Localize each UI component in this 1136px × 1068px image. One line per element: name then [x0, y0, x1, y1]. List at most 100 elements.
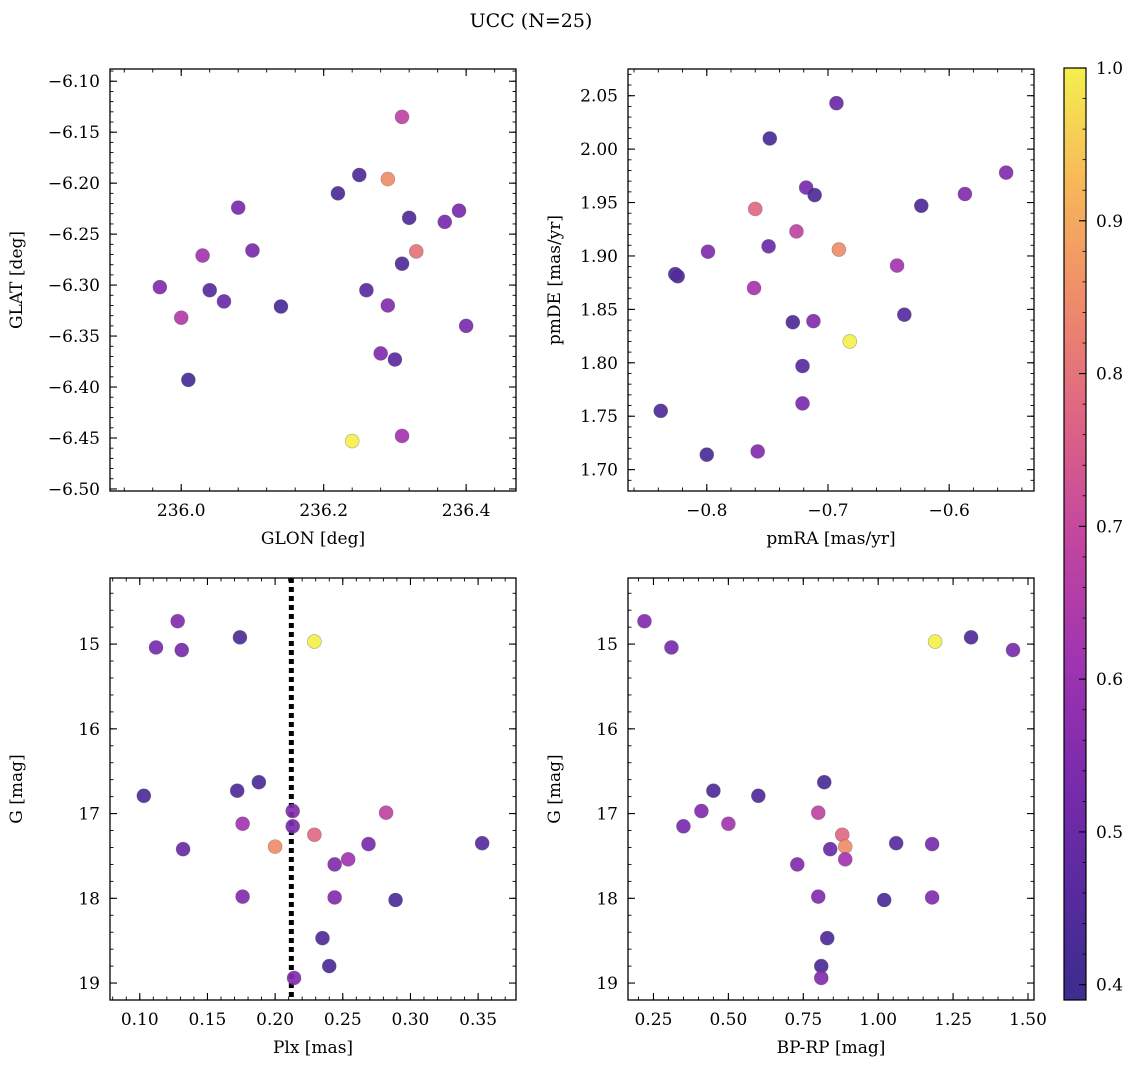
data-point — [927, 634, 943, 649]
y-tick-label: −6.30 — [48, 276, 100, 296]
data-point — [750, 444, 765, 459]
data-point — [273, 299, 289, 314]
data-point — [152, 279, 168, 295]
data-point — [195, 248, 210, 263]
data-point — [394, 428, 410, 444]
data-point — [822, 841, 838, 857]
data-point — [721, 816, 736, 832]
data-point — [888, 835, 904, 851]
data-point — [388, 892, 403, 908]
data-point — [451, 203, 467, 218]
data-point — [344, 433, 360, 449]
data-point — [380, 171, 396, 187]
y-tick-label: 1.75 — [580, 407, 618, 427]
y-tick-label: 2.05 — [580, 87, 618, 107]
data-point — [837, 852, 853, 867]
data-point — [245, 243, 260, 258]
data-point — [746, 280, 762, 296]
y-tick-label: −6.10 — [48, 72, 100, 92]
x-tick-label: 236.4 — [442, 501, 491, 521]
colorbar-tick-label: 0.9 — [1096, 212, 1123, 232]
y-tick-label: 2.00 — [580, 140, 618, 160]
colorbar: 0.4 0.5 0.6 0.7 0.8 0.9 1.0 — [1063, 59, 1123, 1001]
data-point — [351, 167, 367, 183]
data-point — [175, 841, 191, 857]
y-tick-label: −6.25 — [48, 225, 100, 245]
x-axis-label: pmRA [mas/yr] — [766, 529, 895, 549]
data-point — [637, 613, 652, 629]
data-point — [327, 890, 342, 905]
data-point — [340, 852, 356, 867]
data-point — [359, 282, 374, 298]
data-point — [307, 827, 322, 843]
y-tick-label: 1.90 — [580, 247, 618, 267]
data-point — [307, 634, 322, 649]
scatter-panel-2: −0.8 −0.7 −0.6 1.70 1.75 1.80 1.85 1.90 1.95 2.00… — [545, 68, 1035, 549]
data-point — [230, 200, 246, 215]
data-point — [700, 244, 716, 259]
y-tick-label: 15 — [78, 635, 100, 655]
data-point — [286, 970, 302, 986]
data-point — [795, 396, 810, 411]
x-axis-label: GLON [deg] — [261, 529, 365, 549]
data-point — [676, 818, 691, 834]
data-point — [1005, 642, 1021, 658]
y-tick-label: 1.70 — [580, 461, 618, 481]
data-point — [957, 186, 973, 202]
data-point — [148, 640, 164, 655]
data-point — [170, 613, 185, 629]
data-point — [795, 358, 810, 374]
data-point — [819, 930, 835, 946]
y-tick-label: 17 — [596, 805, 618, 825]
y-axis-label: G [mag] — [7, 754, 27, 823]
data-point — [181, 372, 196, 388]
y-tick-label: −6.35 — [48, 327, 100, 347]
plot-frame — [627, 577, 1035, 1001]
data-point — [816, 774, 832, 790]
data-point — [653, 403, 669, 419]
scatter-panel-3: 0.10 0.15 0.20 0.25 0.30 0.35 15 16 17 18 19 Plx [m… — [7, 577, 517, 1058]
y-tick-label: −6.50 — [48, 480, 100, 500]
y-tick-label: 19 — [596, 974, 618, 994]
data-point — [361, 836, 376, 852]
x-tick-label: 236.2 — [299, 501, 348, 521]
data-point — [474, 835, 490, 851]
y-tick-label: 16 — [78, 720, 100, 740]
plot-frame — [627, 68, 1035, 492]
colorbar-tick-label: 1.0 — [1096, 59, 1123, 79]
colorbar-tick-label: 0.5 — [1096, 823, 1123, 843]
data-point — [315, 930, 330, 946]
data-point — [747, 201, 763, 217]
x-tick-label: 0.15 — [189, 1010, 227, 1030]
data-point — [174, 642, 190, 658]
data-point — [394, 109, 410, 125]
y-tick-label: 17 — [78, 805, 100, 825]
colorbar-gradient — [1063, 67, 1087, 1001]
x-tick-label: −0.6 — [929, 501, 970, 521]
x-tick-label: 1.25 — [934, 1010, 972, 1030]
y-tick-label: 15 — [596, 635, 618, 655]
data-point — [235, 889, 250, 904]
data-point — [998, 165, 1014, 180]
x-tick-label: 0.35 — [459, 1010, 497, 1030]
data-point — [913, 198, 929, 214]
data-point — [751, 788, 766, 804]
data-point — [394, 256, 410, 271]
y-tick-label: −6.20 — [48, 174, 100, 194]
data-point — [810, 889, 826, 904]
data-point — [694, 803, 709, 819]
y-tick-label: 19 — [78, 974, 100, 994]
data-point — [216, 294, 232, 309]
plot-frame — [109, 68, 517, 492]
data-point — [229, 783, 245, 798]
data-point — [810, 805, 826, 821]
data-point — [924, 890, 940, 905]
y-tick-label: 1.85 — [580, 300, 618, 320]
data-point — [963, 630, 979, 645]
data-point — [789, 857, 805, 872]
data-point — [842, 334, 858, 349]
data-point — [806, 313, 821, 329]
data-point — [829, 95, 844, 111]
data-point — [831, 242, 847, 257]
